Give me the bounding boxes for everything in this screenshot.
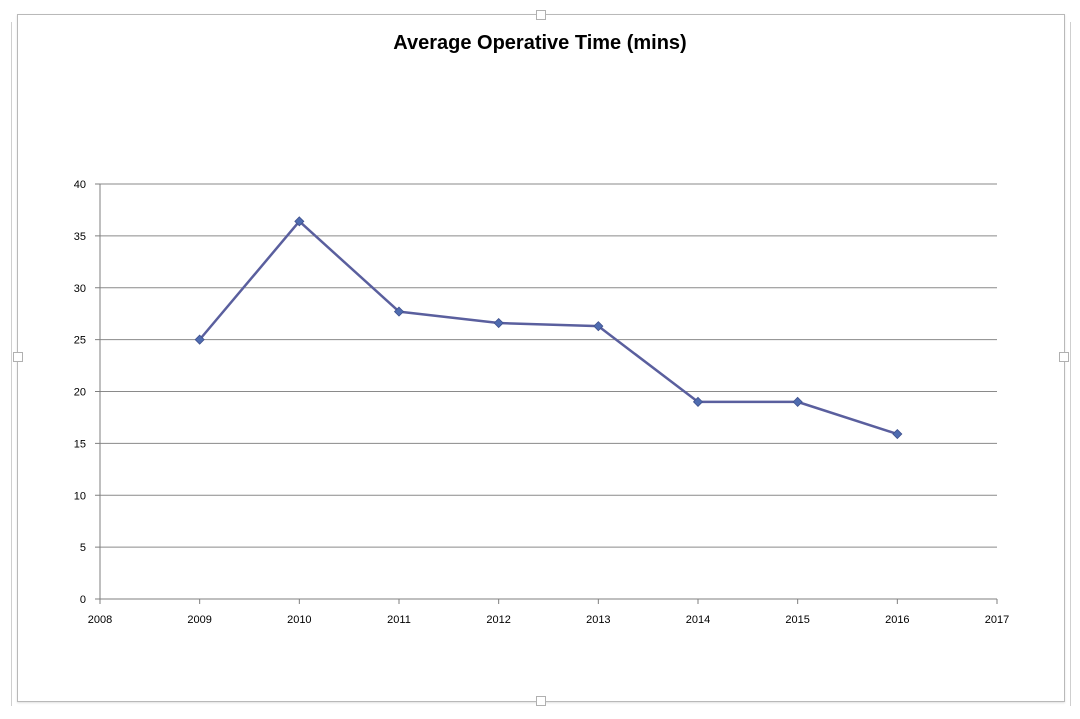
data-point-2016 <box>892 428 903 440</box>
tick-labels: 0 5 10 15 20 25 30 35 40 2008 2009 2010 2011 2012 2013… <box>74 179 1009 626</box>
y-tick-label-25: 25 <box>74 335 86 347</box>
data-point-2011 <box>393 306 405 317</box>
axes <box>95 183 998 604</box>
x-tick-label-2013: 2013 <box>586 614 610 626</box>
x-tick-label-2009: 2009 <box>187 614 211 626</box>
grid-lines <box>100 183 997 548</box>
y-tick-label-30: 30 <box>74 283 86 295</box>
y-tick-label-5: 5 <box>80 542 86 554</box>
y-tick-label-40: 40 <box>74 179 86 191</box>
x-tick-label-2012: 2012 <box>486 614 510 626</box>
series-line <box>198 220 898 436</box>
y-tick-label-0: 0 <box>80 594 86 606</box>
x-tick-label-2010: 2010 <box>287 614 311 626</box>
data-point-2009 <box>194 334 205 345</box>
chart-area-frame[interactable] <box>17 14 1065 702</box>
x-tick-label-2015: 2015 <box>785 614 809 626</box>
x-tick-label-2008: 2008 <box>88 614 112 626</box>
chart-title: Average Operative Time (mins) <box>393 32 687 54</box>
window-edge <box>11 22 1071 706</box>
resize-handle-top[interactable] <box>536 10 546 20</box>
series-0-line <box>198 220 898 436</box>
x-tick-label-2017: 2017 <box>985 614 1009 626</box>
y-tick-label-15: 15 <box>74 438 86 450</box>
data-point-2013 <box>593 321 604 332</box>
x-tick-label-2014: 2014 <box>686 614 710 626</box>
data-point-2012 <box>493 317 504 329</box>
x-tick-label-2011: 2011 <box>387 614 411 626</box>
y-tick-label-20: 20 <box>74 387 86 399</box>
data-markers <box>194 216 903 440</box>
resize-handle-bottom[interactable] <box>536 696 546 706</box>
x-tick-label-2016: 2016 <box>885 614 909 626</box>
resize-handle-left[interactable] <box>13 352 23 362</box>
y-tick-label-35: 35 <box>74 231 86 243</box>
data-point-2014 <box>692 396 704 407</box>
data-point-2015 <box>792 396 803 407</box>
resize-handle-right[interactable] <box>1059 352 1069 362</box>
data-point-2010 <box>294 216 305 227</box>
y-tick-label-10: 10 <box>74 490 86 502</box>
